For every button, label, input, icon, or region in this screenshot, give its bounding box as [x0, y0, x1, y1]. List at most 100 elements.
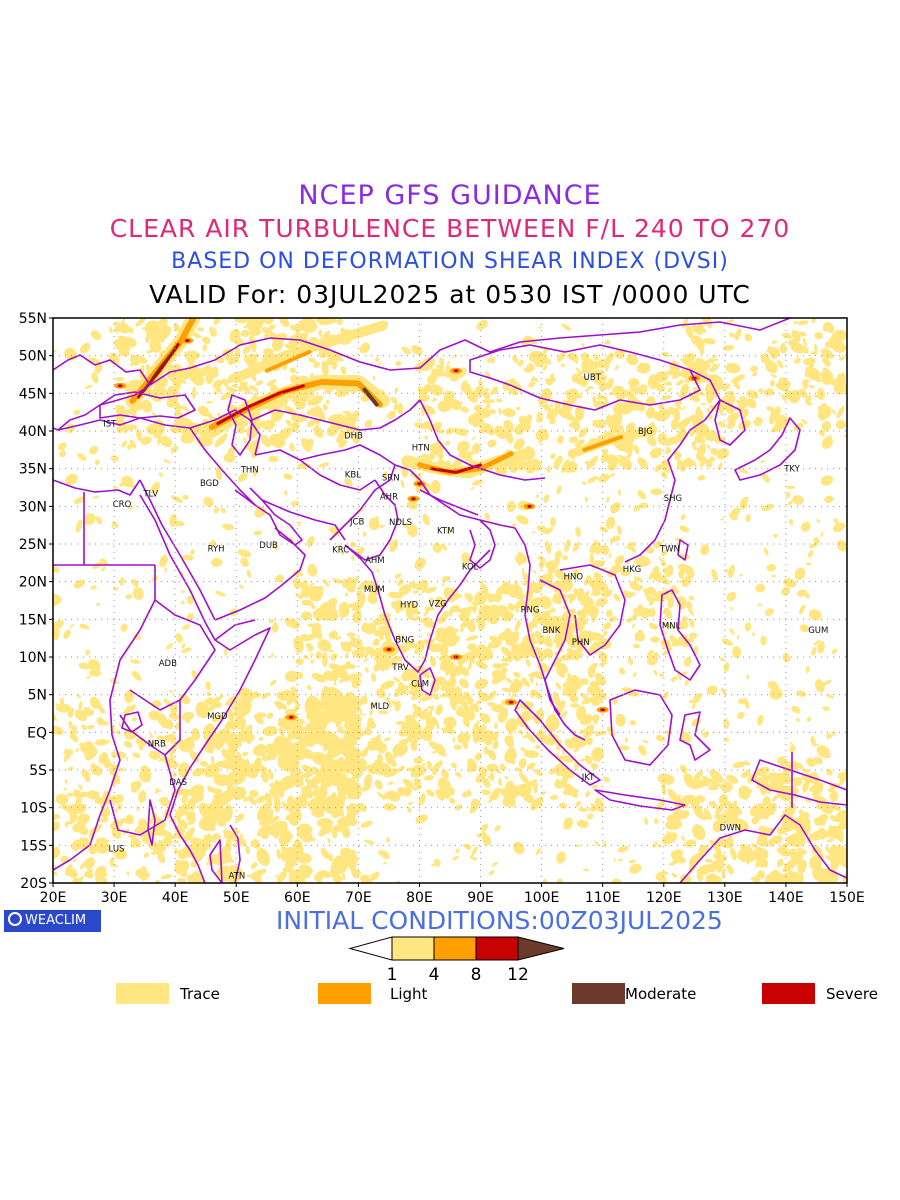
trace-area [666, 463, 669, 469]
trace-area [510, 389, 515, 394]
trace-area [797, 859, 807, 874]
severe-band [216, 384, 305, 425]
trace-area [504, 735, 514, 748]
trace-area [307, 563, 318, 577]
station-phn: PHN [572, 638, 590, 648]
trace-area [434, 676, 447, 687]
trace-area [437, 777, 452, 793]
trace-area [462, 740, 469, 750]
trace-area [725, 362, 741, 374]
trace-area [671, 854, 686, 864]
legend-swatch-moderate [572, 983, 625, 1004]
trace-area [269, 782, 285, 790]
trace-area [561, 749, 566, 755]
trace-area [467, 621, 476, 633]
trace-area [487, 690, 497, 701]
trace-area [806, 757, 816, 767]
trace-area [517, 729, 523, 734]
trace-area [544, 432, 549, 441]
border-indochina [559, 564, 626, 656]
trace-area [801, 418, 808, 425]
trace-area [502, 789, 505, 794]
trace-area [393, 403, 399, 411]
trace-area [644, 817, 649, 826]
trace-area [792, 495, 804, 505]
trace-area [326, 745, 344, 759]
trace-area [149, 338, 160, 347]
trace-area [630, 591, 636, 596]
trace-area [626, 450, 632, 459]
trace-area [371, 871, 380, 881]
trace-area [340, 550, 345, 555]
trace-area [207, 412, 214, 421]
colorbar-low-arrow [348, 936, 393, 961]
logo-ring-icon [8, 912, 22, 926]
trace-area [770, 374, 777, 378]
map-frame [52, 317, 848, 884]
trace-area [180, 405, 190, 412]
trace-area [765, 360, 778, 374]
trace-area [131, 717, 137, 721]
trace-area [63, 754, 68, 763]
trace-area [309, 582, 315, 587]
trace-area [624, 546, 629, 548]
trace-area [609, 472, 615, 478]
trace-area [64, 779, 68, 784]
trace-area [668, 860, 678, 866]
trace-area [789, 518, 794, 526]
trace-area [87, 659, 101, 672]
trace-area [278, 399, 289, 408]
trace-area [603, 622, 612, 630]
trace-area [814, 814, 829, 826]
trace-area [574, 844, 581, 847]
station-krc: KRC [332, 545, 349, 555]
trace-area [826, 733, 831, 740]
trace-area [590, 763, 599, 770]
border-japan [734, 417, 801, 481]
trace-area [538, 728, 542, 733]
trace-area [394, 387, 399, 393]
trace-area [376, 688, 386, 698]
trace-area [130, 354, 141, 366]
trace-area [231, 757, 248, 772]
trace-area [570, 703, 580, 708]
trace-area [589, 553, 595, 565]
trace-area [481, 789, 491, 796]
trace-area [477, 690, 481, 696]
trace-area [535, 848, 542, 856]
trace-area [365, 646, 377, 657]
trace-area [608, 616, 617, 623]
trace-area [833, 518, 839, 524]
trace-area [544, 378, 553, 386]
trace-area [310, 695, 322, 706]
trace-area [653, 818, 659, 824]
trace-area [336, 726, 344, 733]
trace-area [342, 663, 356, 670]
trace-area [404, 640, 417, 649]
legend-label-light: Light [390, 985, 428, 1003]
trace-area [556, 351, 566, 362]
trace-area [584, 575, 591, 586]
trace-area [285, 419, 292, 427]
trace-area [260, 825, 271, 840]
trace-area [449, 797, 456, 804]
trace-area [587, 385, 595, 390]
trace-area [498, 632, 508, 641]
trace-area [414, 557, 426, 570]
trace-area [336, 318, 343, 325]
trace-area [701, 443, 706, 451]
trace-area [181, 590, 186, 594]
trace-area [584, 791, 591, 797]
trace-area [464, 592, 474, 601]
trace-area [367, 594, 378, 604]
trace-area [212, 701, 222, 708]
trace-area [492, 739, 499, 750]
trace-area [374, 770, 379, 774]
trace-area [730, 606, 733, 612]
trace-area [526, 762, 536, 770]
trace-area [262, 726, 278, 736]
trace-area [70, 624, 74, 628]
trace-area [732, 800, 738, 809]
trace-area [360, 713, 366, 716]
trace-area [478, 691, 489, 702]
